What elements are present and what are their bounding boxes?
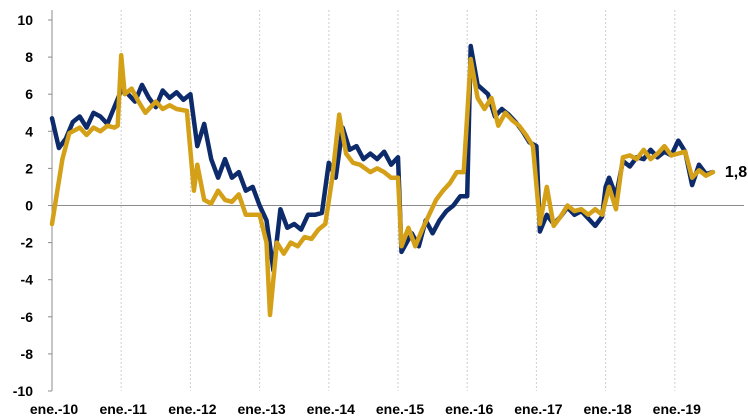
x-tick-labels: ene.-10 ene.-11 ene.-12 ene.-13 ene.-14 ene.-… (30, 401, 701, 417)
y-tick-label: 4 (25, 123, 33, 139)
x-tick-label: ene.-10 (30, 401, 78, 417)
vertical-gridlines (120, 10, 676, 391)
series-line-2 (49, 52, 716, 318)
x-tick-label: ene.-12 (168, 401, 216, 417)
x-tick-label: ene.-17 (514, 401, 562, 417)
y-tick-label: -6 (21, 309, 34, 325)
x-tick-label: ene.-19 (653, 401, 701, 417)
y-tick-labels: -10 -8 -6 -4 -2 0 2 4 6 8 10 (13, 12, 52, 399)
series-lines (49, 43, 716, 318)
y-tick-label: 0 (25, 198, 33, 214)
y-tick-label: -8 (21, 346, 34, 362)
x-tick-label: ene.-11 (99, 401, 147, 417)
x-tick-label: ene.-18 (583, 401, 631, 417)
y-tick-label: 10 (17, 12, 33, 28)
series-line-1 (49, 43, 716, 273)
y-tick-label: 6 (25, 86, 33, 102)
x-tick-label: ene.-13 (237, 401, 285, 417)
end-value-label: 1,8 (725, 164, 747, 181)
y-tick-label: 8 (25, 49, 33, 65)
y-tick-label: -10 (13, 383, 33, 399)
y-tick-label: -2 (21, 235, 34, 251)
annotations: 1,8 (725, 164, 747, 181)
x-tick-label: ene.-15 (376, 401, 424, 417)
x-tick-label: ene.-16 (445, 401, 493, 417)
y-tick-label: -4 (21, 272, 34, 288)
x-tick-label: ene.-14 (307, 401, 355, 417)
y-tick-label: 2 (25, 160, 33, 176)
